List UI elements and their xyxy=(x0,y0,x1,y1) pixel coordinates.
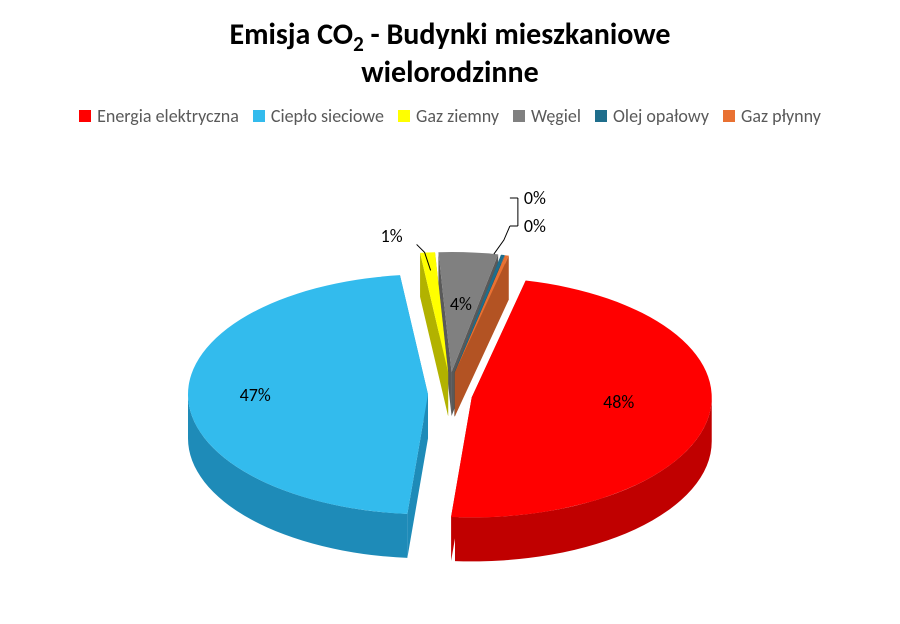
leader-bracket xyxy=(510,198,518,226)
pie-slice xyxy=(188,275,428,558)
pie-data-label: 47% xyxy=(240,384,271,406)
legend-item: Węgiel xyxy=(513,105,581,127)
legend-label: Energia elektryczna xyxy=(97,105,239,127)
title-line1-a: Emisja CO xyxy=(229,16,353,53)
pie-data-label: 4% xyxy=(450,293,472,315)
pie-data-label: 48% xyxy=(603,391,634,413)
title-sub: 2 xyxy=(353,31,364,57)
pie-container xyxy=(0,194,900,594)
legend: Energia elektryczna Ciepło sieciowe Gaz zi… xyxy=(0,105,900,127)
legend-swatch xyxy=(513,110,525,122)
legend-item: Gaz ziemny xyxy=(398,105,499,127)
legend-item: Gaz płynny xyxy=(723,105,821,127)
legend-swatch xyxy=(595,110,607,122)
legend-swatch xyxy=(253,110,265,122)
legend-label: Węgiel xyxy=(531,105,581,127)
legend-swatch xyxy=(398,110,410,122)
legend-label: Gaz płynny xyxy=(741,105,821,127)
legend-swatch xyxy=(723,110,735,122)
legend-label: Olej opałowy xyxy=(613,105,709,127)
chart-root: Emisja CO2 - Budynki mieszkaniowe wielor… xyxy=(0,0,900,624)
leader-line xyxy=(494,226,510,254)
pie-data-label: 0% xyxy=(524,187,546,209)
legend-label: Gaz ziemny xyxy=(416,105,499,127)
chart-title: Emisja CO2 - Budynki mieszkaniowe wielor… xyxy=(0,0,900,91)
legend-label: Ciepło sieciowe xyxy=(271,105,384,127)
legend-item: Ciepło sieciowe xyxy=(253,105,384,127)
legend-item: Olej opałowy xyxy=(595,105,709,127)
pie-svg xyxy=(100,194,800,594)
legend-item: Energia elektryczna xyxy=(79,105,239,127)
pie-data-label: 1% xyxy=(381,225,403,247)
pie-data-label: 0% xyxy=(524,215,546,237)
legend-swatch xyxy=(79,110,91,122)
title-line1-b: - Budynki mieszkaniowe xyxy=(364,16,671,53)
title-line2: wielorodzinne xyxy=(0,56,900,91)
